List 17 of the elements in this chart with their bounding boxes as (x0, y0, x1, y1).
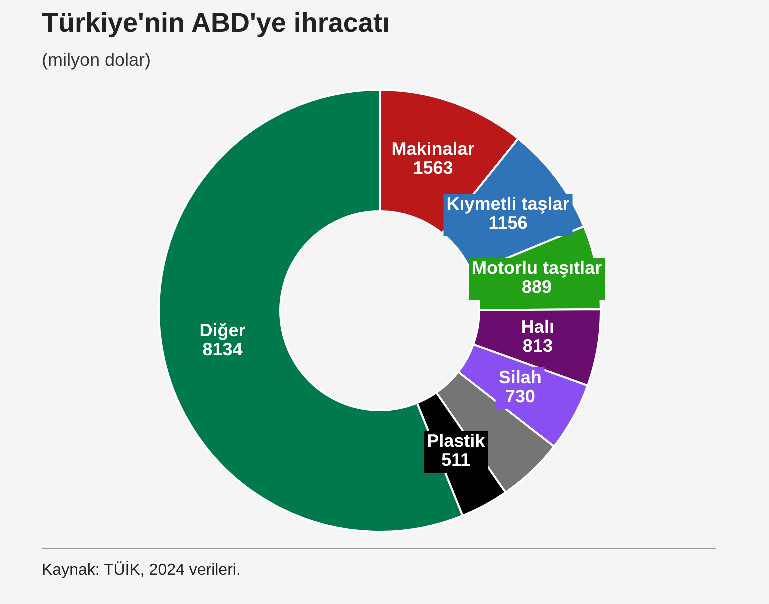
slice-label: Diğer (200, 320, 246, 341)
data-label: 889 (522, 277, 552, 298)
slice-label: Motorlu taşıtlar (472, 258, 602, 278)
slice-label: Kıymetli taşlar (446, 194, 570, 214)
data-label: 511 (442, 450, 471, 470)
text: Kaynak: TÜİK, 2024 verileri. (42, 562, 241, 580)
data-label: 1563 (413, 158, 454, 178)
slice-label: Plastik (427, 430, 486, 451)
slice-label: Makinalar (392, 138, 475, 159)
data-label: 8134 (202, 340, 243, 360)
chart-title: Türkiye'nin ABD'ye ihracatı (42, 8, 390, 39)
data-label: 1156 (488, 212, 528, 233)
data-label: 730 (505, 386, 536, 406)
data-label: 813 (522, 336, 553, 356)
slice-label: Silah (498, 367, 542, 388)
slice-label: Halı (521, 316, 554, 337)
chart-subtitle: (milyon dolar) (42, 50, 152, 71)
